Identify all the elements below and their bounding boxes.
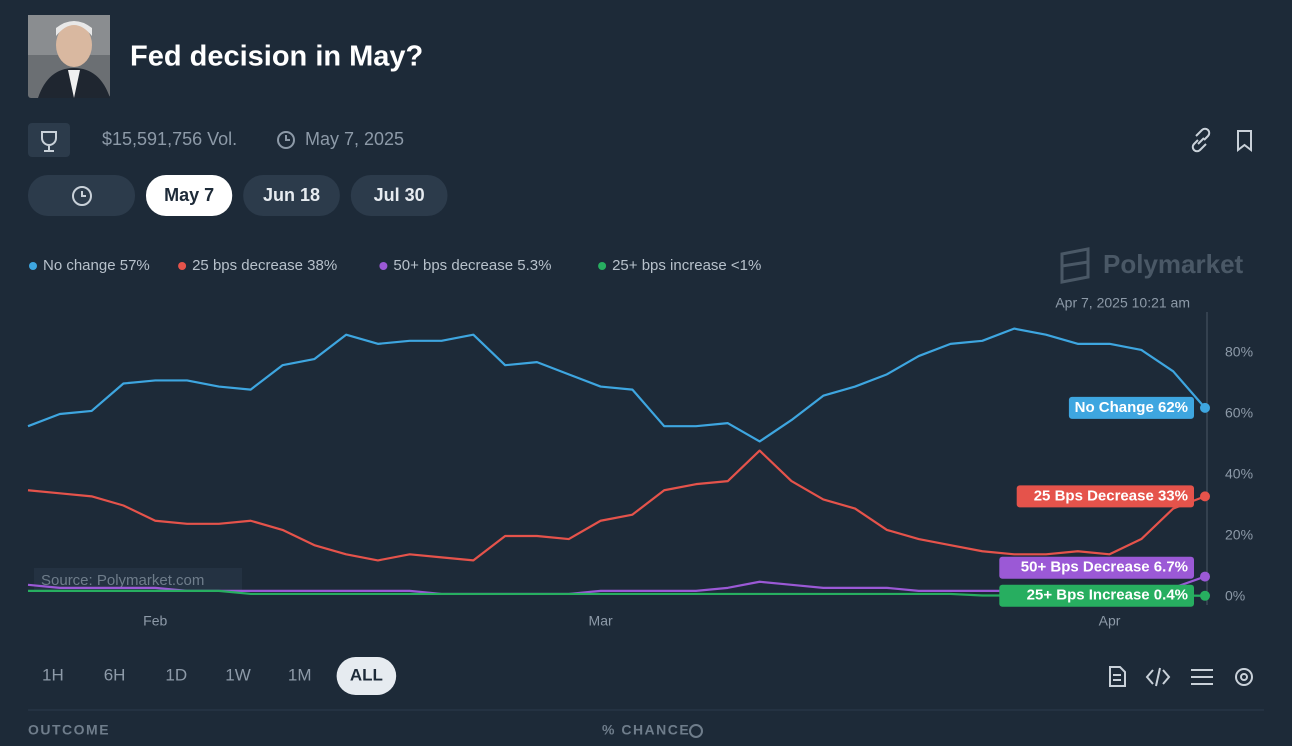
volume: $15,591,756 Vol. [102, 129, 237, 149]
trophy-button[interactable] [28, 123, 70, 157]
series-line [27, 327, 1206, 443]
range-button-bg[interactable] [336, 657, 397, 695]
market-image [28, 15, 110, 98]
clock-hand [285, 135, 290, 141]
legend-label: 25+ bps increase <1% [612, 257, 761, 274]
end-label: 25 Bps Decrease 33% [1034, 487, 1188, 504]
end-label-bg [999, 556, 1194, 579]
bookmark-icon[interactable] [1237, 130, 1252, 153]
date-tab-label: Jul 30 [374, 185, 425, 205]
end-label-bg [1016, 485, 1194, 508]
y-tick-label: 0% [1225, 588, 1245, 604]
x-tick-label: Mar [589, 613, 613, 629]
y-tick-label: 80% [1225, 344, 1253, 360]
y-tick-label: 40% [1225, 466, 1253, 482]
chance-header: % CHANCE [602, 722, 690, 738]
legend-label: 25 bps decrease 38% [192, 257, 337, 274]
end-dot [1200, 491, 1210, 502]
link-icon[interactable] [1191, 127, 1211, 153]
source: Source: Polymarket.com [41, 572, 204, 589]
range-button[interactable]: 1H [42, 665, 64, 684]
y-tick-label: 60% [1225, 405, 1253, 421]
end-label: 25+ Bps Increase 0.4% [1027, 587, 1188, 604]
range-button[interactable]: 1M [288, 665, 312, 684]
trophy-icon [41, 131, 57, 152]
end-dot [1200, 571, 1210, 582]
range-button[interactable]: 1W [225, 665, 251, 684]
end-label-bg [999, 584, 1194, 607]
embed-icon[interactable] [1145, 667, 1171, 687]
legend-dot [29, 262, 37, 270]
legend-dot [379, 262, 388, 270]
legend-dot [178, 262, 187, 270]
hover-date: Apr 7, 2025 10:21 am [1055, 295, 1190, 311]
x-tick-label: Feb [143, 613, 167, 629]
legend-dot [598, 262, 607, 270]
end-label: 50+ Bps Decrease 6.7% [1021, 559, 1188, 576]
end-dot [1200, 402, 1210, 413]
series-line [27, 449, 1206, 562]
sliders-icon[interactable] [1191, 669, 1213, 685]
date-tab[interactable] [243, 175, 340, 216]
doc-icon[interactable] [1109, 666, 1126, 687]
settings-core [1240, 673, 1248, 681]
brand-logo [1060, 247, 1090, 284]
legend-label: No change 57% [43, 257, 150, 274]
market-title: Fed decision in May? [130, 41, 423, 73]
date-tab-label: Jun 18 [263, 185, 320, 205]
date-tab-label: May 7 [164, 185, 214, 205]
outcome-header: OUTCOME [28, 722, 110, 738]
brand-name: Polymarket [1103, 249, 1244, 279]
clock-icon [277, 131, 295, 149]
range-button[interactable]: 6H [104, 665, 126, 684]
legend-label: 50+ bps decrease 5.3% [393, 257, 551, 274]
settings-icon[interactable] [1235, 668, 1253, 686]
y-tick-label: 20% [1225, 527, 1253, 543]
refresh-icon[interactable] [689, 724, 703, 738]
history-icon [72, 186, 92, 206]
date-tab[interactable] [146, 175, 233, 216]
x-tick-label: Apr [1099, 613, 1121, 629]
end-dot [1200, 590, 1210, 601]
range-button[interactable]: 1D [165, 665, 187, 684]
end-label: No Change 62% [1075, 399, 1188, 416]
history-hand [81, 191, 86, 197]
date-tab[interactable] [350, 175, 448, 216]
end-label-bg [1068, 396, 1194, 419]
end-date: May 7, 2025 [305, 129, 404, 149]
range-button[interactable]: ALL [350, 665, 383, 684]
